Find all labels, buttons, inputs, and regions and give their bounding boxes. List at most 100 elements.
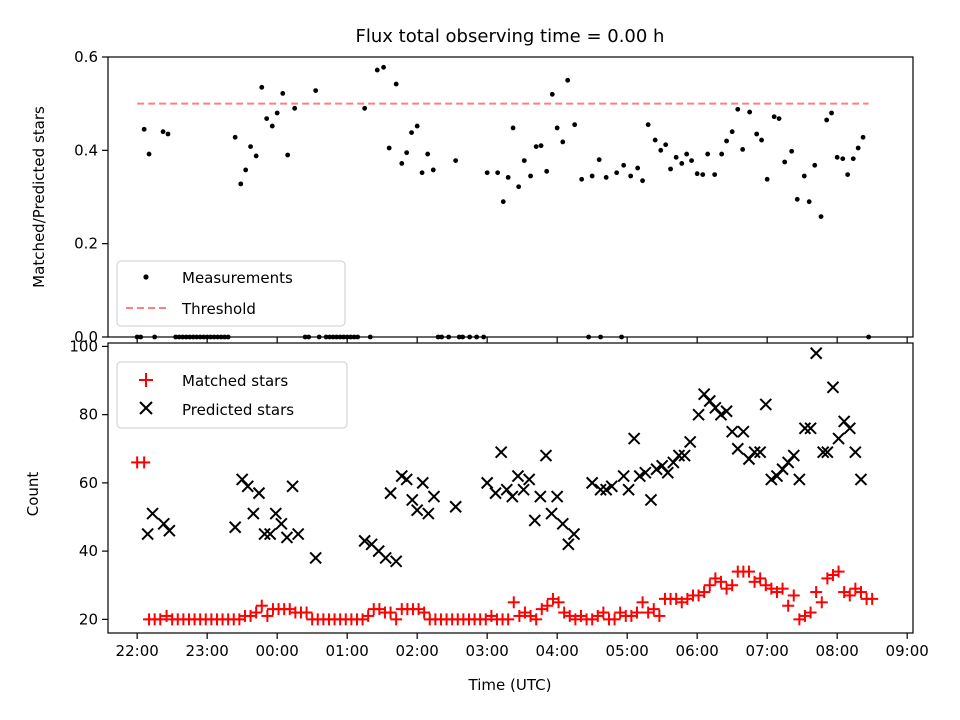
- measurement-point: [589, 173, 595, 179]
- measurement-point: [812, 162, 818, 168]
- predicted-star-point: [269, 507, 282, 520]
- predicted-star-point: [562, 538, 575, 551]
- predicted-star-point: [843, 422, 856, 435]
- predicted-star-point: [765, 473, 778, 486]
- measurement-point: [248, 144, 253, 150]
- predicted-star-point: [585, 476, 599, 490]
- matched-star-point: [418, 606, 431, 619]
- matched-star-point: [636, 596, 649, 609]
- predicted-star-point: [753, 445, 767, 459]
- measurement-point: [759, 137, 764, 143]
- measurement-point: [510, 125, 516, 131]
- measurement-point: [850, 156, 856, 162]
- predicted-star-point: [539, 449, 553, 462]
- predicted-star-point: [389, 555, 403, 568]
- measurement-point: [724, 138, 729, 144]
- measurement-point: [521, 158, 527, 164]
- measurement-point: [652, 137, 658, 143]
- predicted-star-point: [494, 445, 508, 459]
- chart-title: Flux total observing time = 0.00 h: [356, 26, 665, 47]
- top-y-tick-label: 0.2: [74, 235, 98, 253]
- top-legend-box: [116, 260, 346, 327]
- predicted-star-point: [644, 493, 658, 507]
- bottom-panel: 20 40 60 80 100 22:00 23:00 00:00 01:00 02:00 03:0…: [24, 337, 929, 660]
- predicted-star-point: [489, 486, 502, 500]
- matched-star-point: [843, 589, 856, 602]
- predicted-star-point: [683, 435, 697, 449]
- matched-star-point: [714, 575, 727, 588]
- legend-predicted-marker: [139, 401, 153, 415]
- predicted-star-point: [633, 469, 646, 483]
- legend-matched-marker: [139, 373, 153, 387]
- matched-star-point: [810, 586, 823, 599]
- predicted-star-point: [275, 517, 288, 531]
- predicted-star-point: [449, 500, 462, 513]
- measurement-point: [528, 173, 533, 179]
- measurement-point: [243, 167, 249, 173]
- measurement-point: [549, 91, 555, 97]
- measurement-point: [855, 145, 861, 151]
- bottom-y-tick-label: 60: [79, 474, 98, 492]
- measurement-point: [269, 123, 275, 129]
- measurement-point: [292, 105, 298, 111]
- predicted-star-point: [247, 507, 260, 520]
- predicted-star-point: [358, 534, 371, 548]
- measurement-point: [845, 172, 851, 178]
- predicted-star-point: [816, 445, 830, 459]
- predicted-star-point: [567, 527, 581, 541]
- matched-star-point: [782, 599, 795, 612]
- matched-star-point: [787, 589, 800, 602]
- measurement-point: [362, 105, 368, 111]
- measurement-point: [668, 166, 673, 172]
- measurement-point: [719, 151, 725, 157]
- predicted-star-point: [672, 449, 686, 462]
- predicted-star-point: [416, 476, 429, 490]
- matched-star-point: [507, 596, 520, 609]
- measurement-point: [453, 158, 459, 164]
- measurement-point: [789, 148, 795, 154]
- predicted-star-point: [714, 408, 728, 421]
- measurement-point: [694, 171, 700, 177]
- matched-star-point: [698, 586, 711, 599]
- measurement-point: [663, 142, 669, 148]
- legend-matched-label: Matched stars: [182, 372, 288, 390]
- matched-star-point: [653, 609, 666, 622]
- measurement-point: [505, 175, 511, 180]
- predicted-star-point: [252, 486, 266, 500]
- top-axes-frame: [107, 56, 914, 338]
- predicted-star-point: [692, 408, 705, 421]
- predicted-star-point: [798, 422, 812, 435]
- matched-star-point: [300, 606, 313, 619]
- predicted-star-point: [241, 480, 254, 493]
- matched-star-point: [250, 606, 263, 619]
- measurement-point: [684, 151, 690, 157]
- matched-star-point: [390, 613, 403, 626]
- measurement-point: [712, 172, 718, 178]
- measurement-point: [818, 214, 824, 220]
- matched-star-point: [261, 609, 274, 622]
- bottom-legend: Matched stars Predicted stars: [116, 361, 348, 429]
- measurement-point: [771, 114, 777, 120]
- bottom-y-tick-label: 20: [79, 610, 98, 628]
- matched-star-point: [502, 613, 515, 626]
- measurement-point: [374, 67, 380, 73]
- measurement-point: [500, 199, 506, 205]
- matched-star-point: [832, 565, 845, 578]
- predicted-star-point: [787, 449, 800, 462]
- measurement-point: [829, 110, 834, 116]
- measurement-point: [794, 196, 800, 202]
- measurement-point: [782, 159, 788, 165]
- measurement-point: [628, 173, 634, 179]
- matched-star-point: [530, 613, 543, 626]
- measurement-point: [238, 181, 244, 187]
- bottom-y-tick-label: 80: [79, 406, 98, 424]
- measurement-point: [705, 151, 711, 157]
- x-tick-label: 02:00: [396, 642, 439, 660]
- predicted-star-point: [410, 503, 424, 517]
- predicted-star-point: [832, 432, 845, 445]
- legend-measurements-marker: [143, 274, 149, 280]
- predicted-star-point: [804, 422, 817, 435]
- legend-predicted-label: Predicted stars: [182, 401, 294, 419]
